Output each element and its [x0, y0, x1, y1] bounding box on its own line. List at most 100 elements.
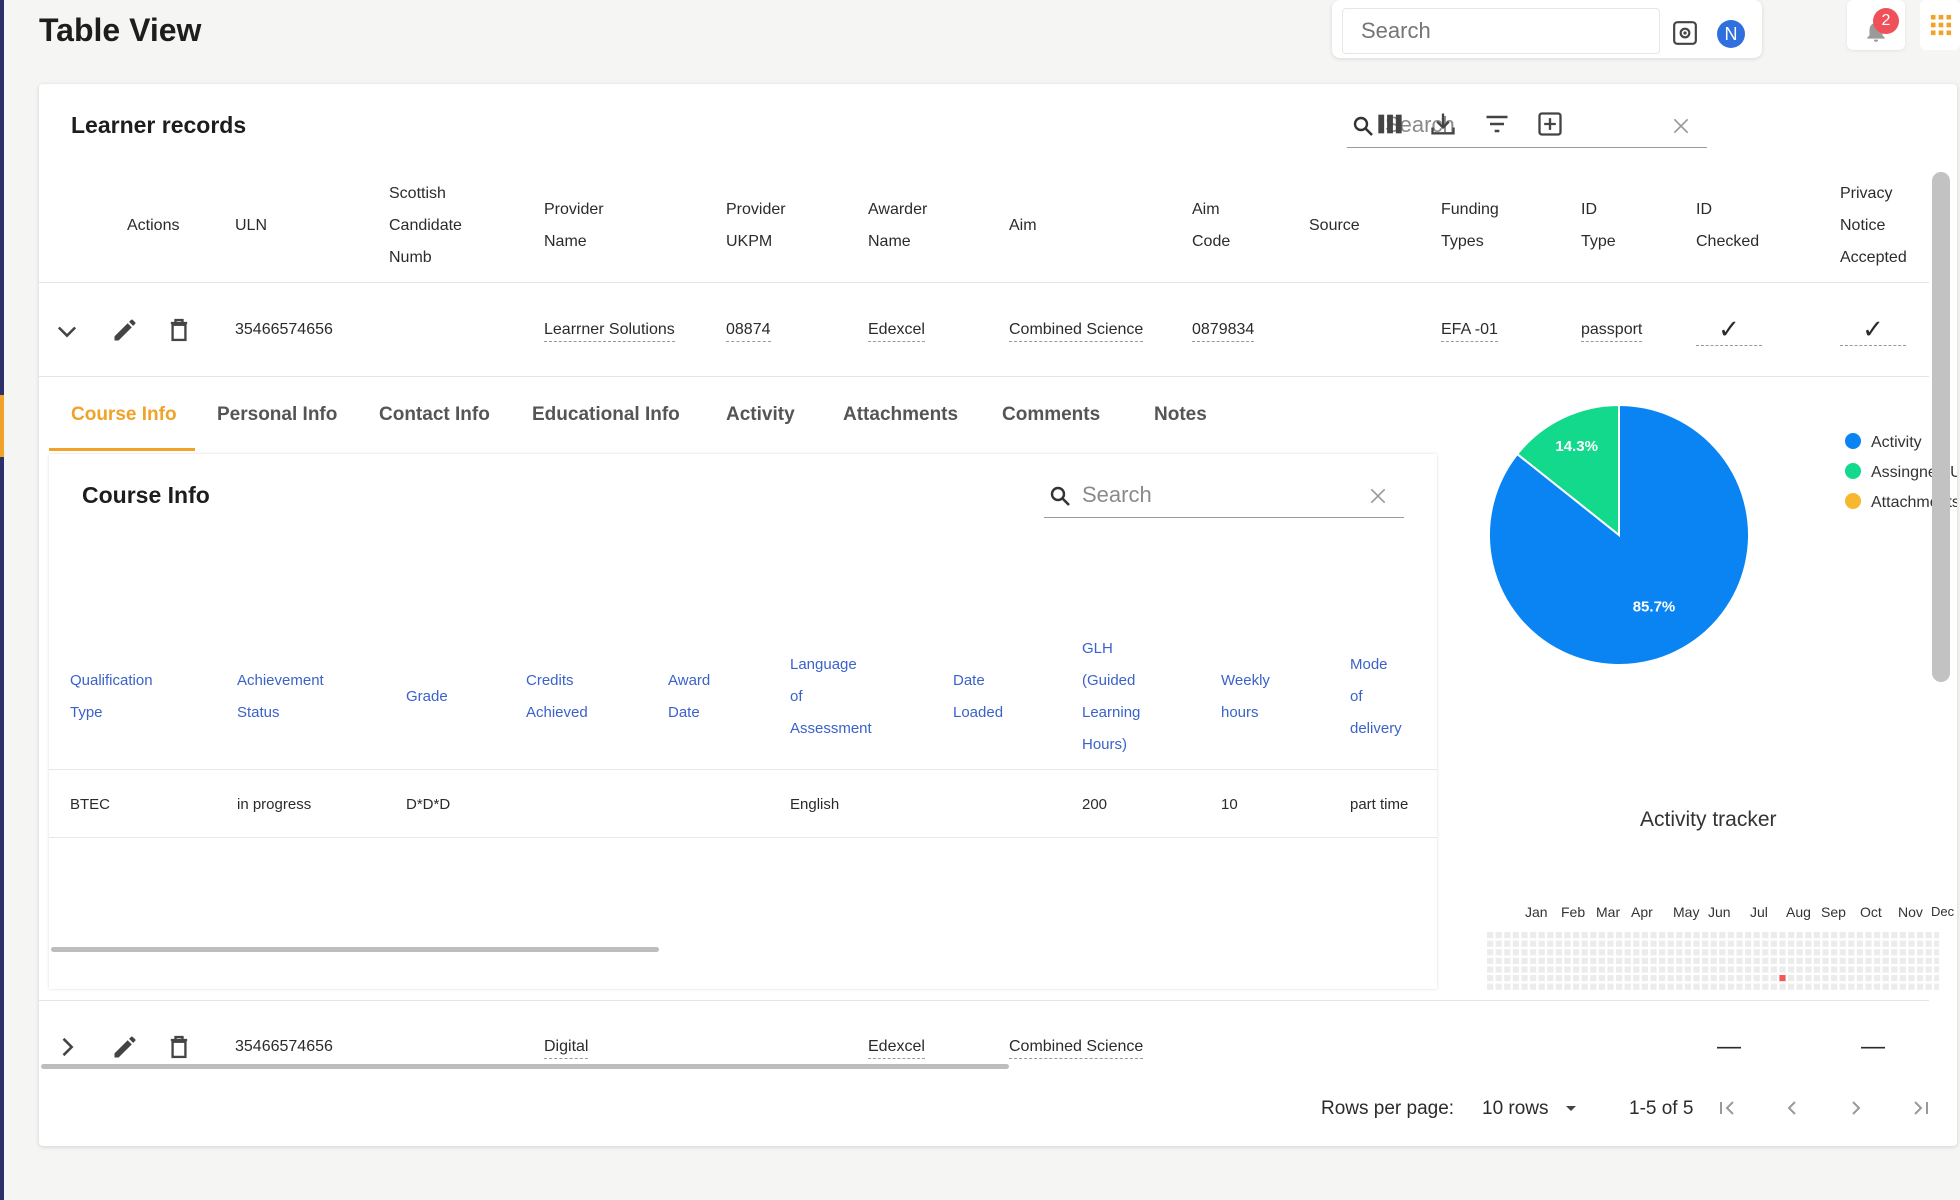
tab-contact-info[interactable]: Contact Info — [379, 404, 490, 425]
row1-id-checked-check-icon[interactable]: ✓ — [1696, 314, 1762, 346]
heatmap-cell — [1882, 966, 1889, 973]
row1-id-type[interactable]: passport — [1581, 320, 1643, 342]
clear-search-icon[interactable] — [1671, 116, 1691, 136]
heatmap-cell — [1564, 966, 1571, 973]
next-page-icon[interactable] — [1844, 1096, 1868, 1120]
tab-educational-info[interactable]: Educational Info — [532, 404, 680, 425]
add-column-icon[interactable] — [1536, 110, 1564, 138]
row1-funding-type[interactable]: EFA -01 — [1441, 320, 1498, 342]
heatmap-cell — [1573, 932, 1580, 939]
column-header-grade[interactable]: Grade — [406, 688, 448, 705]
heatmap-cell — [1684, 966, 1691, 973]
month-label: Dec — [1931, 904, 1955, 919]
first-page-icon[interactable] — [1715, 1096, 1739, 1120]
column-header-glh[interactable]: GLH (Guided Learning Hours) — [1082, 640, 1141, 753]
heatmap-cell — [1555, 957, 1562, 964]
edit-icon[interactable] — [111, 316, 139, 344]
global-search-input[interactable] — [1342, 8, 1660, 54]
column-header-date-loaded[interactable]: Date Loaded — [953, 672, 1004, 721]
heatmap-cell — [1538, 949, 1545, 956]
heatmap-cell — [1538, 975, 1545, 982]
dropdown-arrow-icon[interactable] — [1559, 1096, 1583, 1120]
heatmap-cell — [1753, 966, 1760, 973]
filter-icon[interactable] — [1483, 110, 1511, 138]
legend-item-activity[interactable]: Activity — [1845, 433, 1922, 452]
column-header-mode-of-delivery[interactable]: Mode of delivery — [1350, 656, 1402, 737]
tab-attachments[interactable]: Attachments — [843, 404, 959, 425]
column-header-uln[interactable]: ULN — [235, 217, 268, 234]
heatmap-cell — [1504, 957, 1511, 964]
table-horizontal-scrollbar[interactable] — [41, 1064, 1009, 1069]
row1-provider-name[interactable]: Learrner Solutions — [544, 320, 675, 342]
heatmap-cell — [1874, 975, 1881, 982]
column-header-awarder-name[interactable]: Awarder Name — [868, 201, 928, 250]
heatmap-cell — [1624, 983, 1631, 990]
column-header-id-type[interactable]: ID Type — [1581, 201, 1616, 250]
vertical-scrollbar[interactable] — [1932, 172, 1950, 682]
column-header-aim-code[interactable]: Aim Code — [1192, 201, 1231, 250]
heatmap-cell — [1831, 983, 1838, 990]
rows-per-page-select[interactable]: 10 rows — [1482, 1098, 1549, 1119]
notifications-button[interactable]: 2 — [1847, 0, 1905, 50]
column-header-aim[interactable]: Aim — [1009, 217, 1037, 234]
column-header-credits-achieved[interactable]: Credits Achieved — [526, 672, 588, 721]
delete-icon[interactable] — [165, 316, 193, 344]
course-table-horizontal-scrollbar[interactable] — [51, 947, 659, 952]
heatmap-cell — [1710, 975, 1717, 982]
row1-awarder[interactable]: Edexcel — [868, 320, 925, 342]
settings-icon[interactable] — [1672, 20, 1698, 46]
column-header-weekly-hours[interactable]: Weekly hours — [1221, 672, 1270, 721]
heatmap-cell — [1874, 949, 1881, 956]
collapse-row-chevron-icon[interactable] — [53, 317, 81, 345]
heatmap-cell — [1538, 932, 1545, 939]
column-header-provider-name[interactable]: Provider Name — [544, 201, 604, 250]
column-header-id-checked[interactable]: ID Checked — [1696, 201, 1760, 250]
delete-icon[interactable] — [165, 1033, 193, 1061]
column-header-funding-types[interactable]: Funding Types — [1441, 201, 1499, 250]
tab-activity[interactable]: Activity — [726, 404, 795, 425]
expand-row-chevron-icon[interactable] — [53, 1033, 81, 1061]
row2-awarder[interactable]: Edexcel — [868, 1037, 925, 1059]
course-info-search[interactable]: Search — [1044, 476, 1404, 518]
row1-aim-code[interactable]: 0879834 — [1192, 320, 1255, 342]
heatmap-cell — [1762, 975, 1769, 982]
columns-icon[interactable] — [1376, 110, 1404, 138]
column-header-provider-ukpm[interactable]: Provider UKPM — [726, 201, 786, 250]
download-icon[interactable] — [1429, 110, 1457, 138]
heatmap-cell — [1684, 983, 1691, 990]
tab-comments[interactable]: Comments — [1002, 404, 1101, 425]
row1-provider-ukpm[interactable]: 08874 — [726, 320, 771, 342]
tab-personal-info[interactable]: Personal Info — [217, 404, 338, 425]
row2-id-checked-dash: — — [1717, 1033, 1741, 1060]
apps-launcher[interactable] — [1920, 0, 1960, 50]
row2-aim[interactable]: Combined Science — [1009, 1037, 1144, 1059]
last-page-icon[interactable] — [1909, 1096, 1933, 1120]
edit-icon[interactable] — [111, 1033, 139, 1061]
column-header-language-of-assessment[interactable]: Language of Assessment — [790, 656, 872, 737]
user-avatar[interactable]: N — [1717, 20, 1745, 48]
row1-aim[interactable]: Combined Science — [1009, 320, 1144, 342]
activity-pie-chart: 85.7% 14.3% — [1488, 403, 1750, 666]
heatmap-cell — [1745, 949, 1752, 956]
heatmap-cell — [1908, 949, 1915, 956]
column-header-source[interactable]: Source — [1309, 217, 1360, 234]
row1-privacy-accepted-check-icon[interactable]: ✓ — [1840, 314, 1906, 346]
heatmap-cell — [1710, 940, 1717, 947]
heatmap-cell — [1779, 975, 1786, 982]
heatmap-cell — [1934, 949, 1939, 956]
clear-search-icon[interactable] — [1368, 486, 1388, 506]
row2-provider-name[interactable]: Digital — [544, 1037, 589, 1059]
column-header-qualification-type[interactable]: Qualification Type — [70, 672, 153, 721]
column-header-privacy-notice-accepted[interactable]: Privacy Notice Accepted — [1840, 185, 1907, 266]
column-header-actions[interactable]: Actions — [127, 217, 180, 234]
heatmap-cell — [1564, 932, 1571, 939]
tab-course-info[interactable]: Course Info — [71, 404, 177, 425]
heatmap-cell — [1521, 975, 1528, 982]
column-header-achievement-status[interactable]: Achievement Status — [237, 672, 324, 721]
heatmap-cell — [1530, 932, 1537, 939]
column-header-scottish-candidate-number[interactable]: Scottish Candidate Numb — [389, 185, 462, 266]
previous-page-icon[interactable] — [1780, 1096, 1804, 1120]
heatmap-cell — [1908, 975, 1915, 982]
column-header-award-date[interactable]: Award Date — [668, 672, 711, 721]
tab-notes[interactable]: Notes — [1154, 404, 1207, 425]
